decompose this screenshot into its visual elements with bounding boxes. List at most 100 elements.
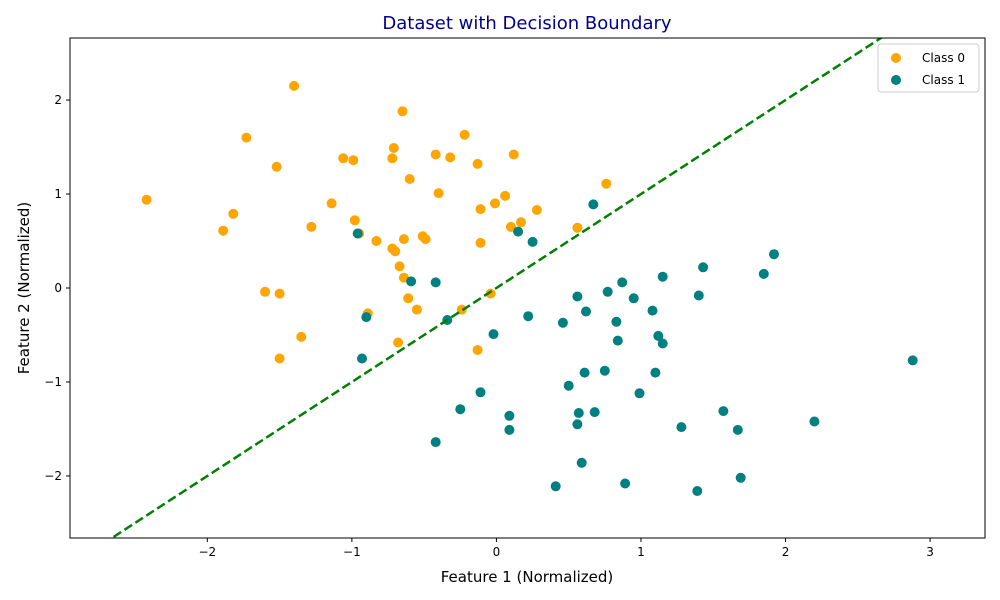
data-point — [371, 236, 382, 246]
y-tick-label: 2 — [54, 93, 62, 107]
data-point — [504, 410, 515, 421]
data-point — [393, 337, 404, 348]
data-point — [647, 305, 658, 316]
data-point — [228, 208, 239, 219]
x-tick-label: 0 — [493, 545, 501, 559]
data-point — [241, 132, 252, 143]
data-point — [809, 416, 820, 427]
data-point — [550, 481, 561, 492]
data-point — [394, 261, 405, 272]
data-point — [572, 419, 583, 430]
chart-title: Dataset with Decision Boundary — [382, 13, 672, 34]
data-point — [693, 290, 704, 301]
y-tick-label: 1 — [54, 187, 62, 201]
legend: Class 0 Class 1 — [877, 43, 980, 93]
data-point — [581, 306, 591, 317]
data-point — [406, 276, 417, 287]
data-point — [403, 293, 414, 304]
data-point — [433, 188, 444, 199]
axes: −2 −1 0 1 2 3 −2 −1 0 1 2 — [44, 37, 986, 559]
data-point — [430, 149, 441, 160]
x-tick-label: −2 — [198, 545, 216, 559]
data-point — [490, 198, 500, 209]
data-point — [579, 367, 590, 378]
data-point — [388, 143, 399, 153]
y-tick-label: −1 — [44, 375, 62, 389]
data-point — [769, 249, 779, 260]
data-point — [657, 271, 668, 282]
data-point — [485, 288, 496, 299]
x-axis-label: Feature 1 (Normalized) — [441, 568, 614, 586]
data-point — [361, 312, 372, 323]
data-point — [676, 422, 687, 433]
data-point — [628, 293, 639, 304]
data-point — [387, 153, 398, 164]
data-point — [271, 161, 282, 172]
data-point — [390, 246, 401, 257]
legend-marker-class-1 — [891, 75, 901, 85]
x-tick-label: 3 — [926, 545, 934, 559]
data-point — [527, 236, 538, 247]
x-tick-label: −1 — [343, 545, 361, 559]
data-point — [653, 330, 664, 341]
data-point — [513, 226, 524, 237]
plot-area — [109, 38, 918, 538]
data-point — [349, 215, 360, 226]
data-point — [572, 291, 583, 302]
data-point — [611, 316, 622, 327]
decision-boundary-line — [109, 38, 884, 538]
data-point — [352, 228, 363, 239]
data-point — [430, 277, 441, 288]
data-point — [274, 288, 285, 299]
data-point — [758, 268, 769, 279]
data-point — [274, 353, 285, 364]
data-point — [557, 317, 568, 328]
data-point — [260, 286, 271, 297]
legend-label-class-1: Class 1 — [922, 73, 965, 87]
data-point — [430, 437, 441, 448]
data-point — [348, 155, 359, 166]
series-class-1 — [352, 199, 918, 496]
data-point — [589, 407, 600, 418]
data-point — [601, 178, 612, 189]
data-point — [732, 424, 743, 435]
x-tick-label: 1 — [637, 545, 645, 559]
data-point — [612, 335, 623, 346]
data-point — [576, 457, 587, 468]
data-point — [620, 478, 631, 489]
data-point — [573, 408, 584, 418]
y-axis-label: Feature 2 (Normalized) — [15, 202, 33, 375]
data-point — [141, 194, 152, 205]
data-point — [572, 222, 583, 233]
y-tick-label: 0 — [54, 281, 62, 295]
data-point — [505, 221, 516, 232]
data-point — [445, 152, 456, 163]
data-point — [563, 380, 574, 391]
series-class-0 — [141, 80, 612, 364]
data-point — [411, 304, 422, 315]
data-point — [718, 406, 729, 417]
plot-frame — [69, 37, 986, 539]
data-point — [456, 304, 467, 315]
data-point — [289, 80, 300, 91]
data-point — [326, 198, 337, 209]
data-point — [508, 149, 519, 160]
data-point — [617, 277, 628, 288]
data-point — [523, 311, 534, 322]
data-point — [397, 106, 408, 117]
data-point — [472, 345, 483, 355]
data-point — [218, 225, 229, 236]
data-point — [735, 472, 746, 483]
data-point — [657, 338, 668, 349]
data-point — [472, 158, 483, 169]
data-point — [599, 365, 610, 376]
data-point — [296, 331, 307, 342]
data-point — [500, 190, 511, 201]
y-tick-label: −2 — [44, 469, 62, 483]
legend-label-class-0: Class 0 — [922, 51, 965, 65]
legend-marker-class-0 — [891, 53, 901, 63]
data-point — [338, 153, 349, 164]
data-point — [650, 367, 661, 378]
data-point — [475, 204, 486, 215]
